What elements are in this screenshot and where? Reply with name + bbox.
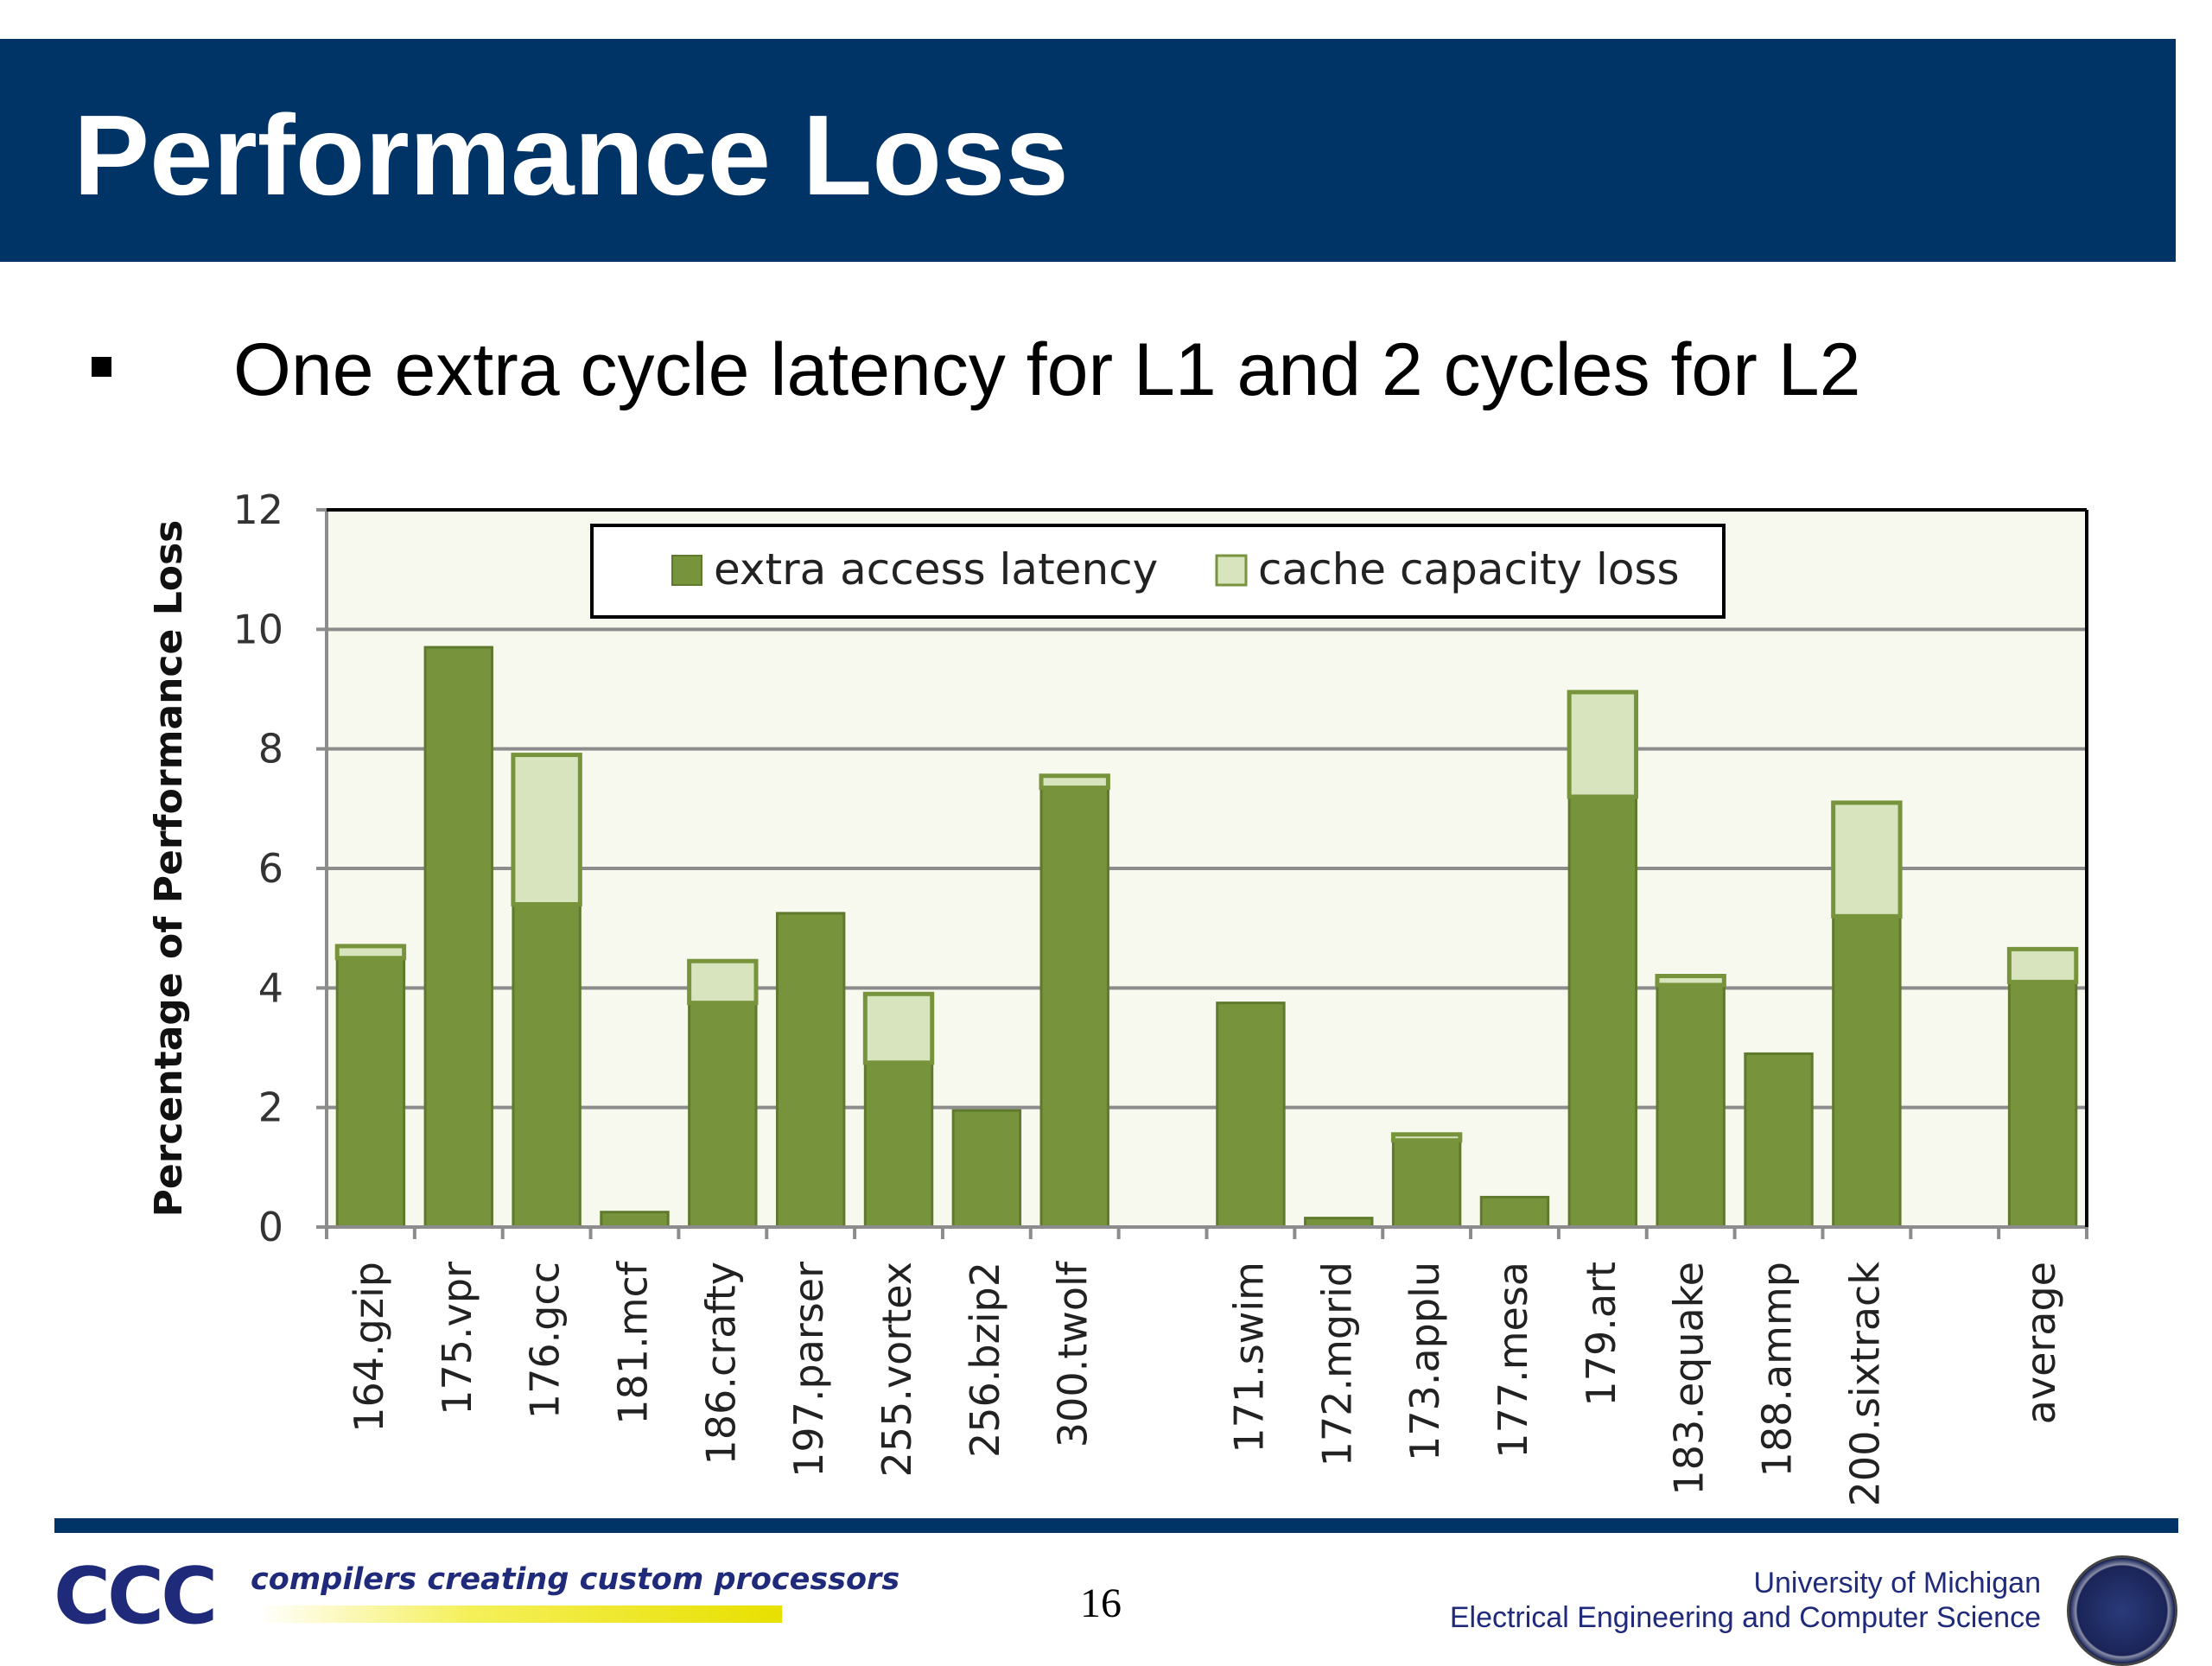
bar-cache-capacity-loss xyxy=(1390,1132,1463,1143)
bar-extra-access-latency xyxy=(775,912,846,1229)
university-name: University of Michigan xyxy=(1753,1567,2041,1599)
bar-cache-capacity-loss xyxy=(1039,773,1110,791)
footer-tagline: compilers creating custom processors xyxy=(251,1562,900,1597)
bar-cache-capacity-loss xyxy=(687,958,759,1006)
bar-cache-capacity-loss xyxy=(2006,946,2079,984)
legend-label-cache-capacity-loss: cache capacity loss xyxy=(1258,544,1680,595)
x-tick-label: 256.bzip2 xyxy=(962,1262,1008,1458)
legend-swatch-extra-access-latency xyxy=(671,555,702,586)
legend-box xyxy=(590,524,1726,619)
x-tick-label: 197.parser xyxy=(785,1262,832,1478)
bar-extra-access-latency xyxy=(1567,795,1638,1229)
y-tick-label: 0 xyxy=(258,1204,283,1250)
bar-extra-access-latency xyxy=(688,1002,758,1229)
bar-extra-access-latency xyxy=(1744,1052,1814,1229)
y-tick-label: 10 xyxy=(232,606,283,652)
department-name: Electrical Engineering and Computer Scie… xyxy=(1449,1601,2041,1634)
x-tick-label: average xyxy=(2018,1262,2064,1424)
x-tick-label: 179.art xyxy=(1578,1262,1624,1407)
footer-rule xyxy=(54,1518,2178,1533)
bar-extra-access-latency xyxy=(863,1061,934,1229)
bullet-text: One extra cycle latency for L1 and 2 cyc… xyxy=(233,328,1861,411)
bar-extra-access-latency xyxy=(335,957,406,1229)
bullet-icon xyxy=(92,357,111,377)
x-tick-label: 255.vortex xyxy=(874,1262,920,1477)
y-tick-label: 12 xyxy=(232,486,283,533)
x-tick-label: 173.applu xyxy=(1402,1262,1448,1461)
y-tick-label: 4 xyxy=(258,964,283,1011)
x-tick-label: 300.twolf xyxy=(1050,1260,1096,1447)
title-bar xyxy=(0,39,2176,262)
ccc-logo: CCC xyxy=(54,1551,218,1642)
x-tick-label: 171.swim xyxy=(1225,1262,1272,1453)
x-tick-label: 164.gzip xyxy=(346,1262,392,1433)
bar-cache-capacity-loss xyxy=(1831,800,1903,919)
performance-loss-chart: 0 2 4 6 8 10 12 164.gzip 175.vpr 176.gcc 181.mcf 18… xyxy=(147,486,2088,1507)
bar-extra-access-latency xyxy=(1216,1002,1286,1229)
x-tick-label: 177.mesa xyxy=(1490,1262,1536,1459)
tagline-underline xyxy=(259,1606,782,1623)
bar-extra-access-latency xyxy=(2007,980,2078,1229)
y-tick-label: 2 xyxy=(258,1084,283,1131)
bar-extra-access-latency xyxy=(1391,1139,1462,1229)
y-tick-label: 6 xyxy=(258,845,283,892)
bar-cache-capacity-loss xyxy=(511,753,582,907)
bar-extra-access-latency xyxy=(512,903,582,1229)
legend-label-extra-access-latency: extra access latency xyxy=(714,544,1158,595)
y-axis-label: Percentage of Performance Loss xyxy=(147,520,191,1218)
x-tick-label: 188.ammp xyxy=(1754,1262,1801,1477)
university-seal-icon xyxy=(2067,1555,2177,1666)
x-tick-label: 200.sixtrack xyxy=(1841,1262,1888,1507)
bar-extra-access-latency xyxy=(1039,786,1109,1229)
bar-cache-capacity-loss xyxy=(1655,974,1726,988)
x-tick-label: 172.mgrid xyxy=(1313,1262,1360,1466)
x-tick-label: 183.equake xyxy=(1666,1262,1713,1496)
y-tick-label: 8 xyxy=(258,726,283,773)
x-tick-label: 181.mcf xyxy=(609,1260,656,1425)
bar-extra-access-latency xyxy=(600,1211,670,1229)
page-number: 16 xyxy=(1080,1580,1122,1626)
bar-cache-capacity-loss xyxy=(334,944,407,961)
x-tick-label: 175.vpr xyxy=(434,1262,480,1415)
bar-extra-access-latency xyxy=(1832,914,1902,1229)
legend-swatch-cache-capacity-loss xyxy=(1215,554,1248,587)
x-tick-label: 176.gcc xyxy=(522,1262,569,1419)
bar-cache-capacity-loss xyxy=(862,991,935,1065)
slide-title: Performance Loss xyxy=(73,92,1069,219)
bar-extra-access-latency xyxy=(423,645,493,1229)
bar-extra-access-latency xyxy=(1479,1195,1550,1229)
bar-extra-access-latency xyxy=(951,1109,1022,1229)
x-tick-label: 186.crafty xyxy=(697,1262,744,1465)
bar-extra-access-latency xyxy=(1656,983,1726,1229)
university-credit: University of Michigan Electrical Engine… xyxy=(1450,1566,2041,1635)
bar-cache-capacity-loss xyxy=(1567,690,1639,799)
